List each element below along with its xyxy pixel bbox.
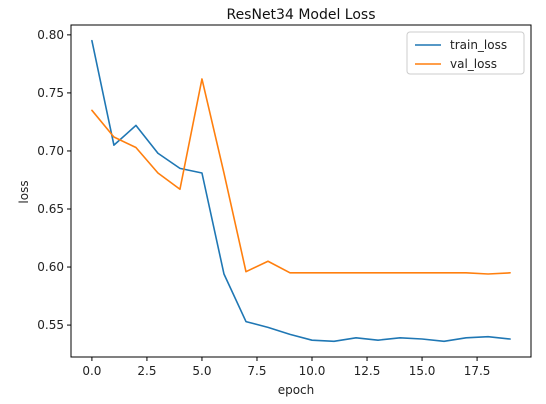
x-axis-label: epoch [278, 383, 315, 397]
x-tick-label: 0.0 [82, 364, 101, 378]
x-tick-label: 7.5 [247, 364, 266, 378]
legend-label-train-loss: train_loss [450, 38, 507, 52]
chart-title: ResNet34 Model Loss [226, 7, 375, 23]
y-axis-label: loss [17, 180, 31, 203]
x-tick-label: 10.0 [299, 364, 326, 378]
series-layer [91, 39, 511, 343]
y-tick-label: 0.55 [37, 318, 64, 332]
y-tick-label: 0.60 [37, 260, 64, 274]
series-line-train-loss [91, 39, 511, 343]
legend-label-val-loss: val_loss [450, 57, 497, 71]
x-tick-label: 2.5 [137, 364, 156, 378]
y-axis: 0.55 0.60 0.65 0.70 0.75 0.80 [37, 28, 71, 332]
y-tick-label: 0.65 [37, 202, 64, 216]
x-axis: 0.0 2.5 5.0 7.5 10.0 12.5 15.0 17.5 [82, 357, 490, 378]
y-tick-label: 0.80 [37, 28, 64, 42]
x-tick-label: 15.0 [409, 364, 436, 378]
plot-area [70, 24, 532, 358]
legend: train_loss val_loss [406, 31, 525, 75]
plot-frame [70, 24, 532, 358]
series-line-val-loss [91, 78, 511, 275]
x-tick-label: 12.5 [354, 364, 381, 378]
y-tick-label: 0.75 [37, 86, 64, 100]
x-tick-label: 17.5 [464, 364, 491, 378]
x-tick-label: 5.0 [192, 364, 211, 378]
y-tick-label: 0.70 [37, 144, 64, 158]
